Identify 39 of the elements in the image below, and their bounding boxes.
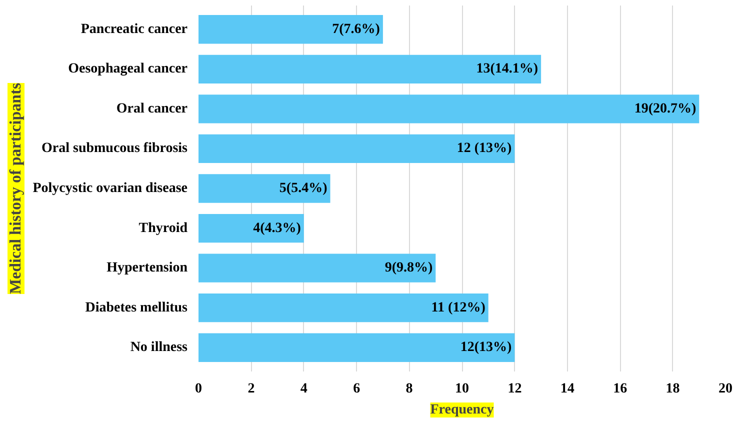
data-label: 12 (13%) xyxy=(456,141,512,156)
y-tick-label: Hypertension xyxy=(106,260,188,276)
x-tick-label: 16 xyxy=(613,382,628,396)
x-tick-label: 12 xyxy=(508,382,522,396)
bar xyxy=(198,15,383,44)
bar xyxy=(198,254,436,282)
y-tick-label: Polycystic ovarian disease xyxy=(32,181,188,196)
data-label: 9(9.8%) xyxy=(384,260,433,276)
y-tick-label: Diabetes mellitus xyxy=(85,300,188,316)
x-tick-label: 2 xyxy=(248,382,255,396)
x-tick-label: 18 xyxy=(666,382,680,396)
y-tick-label: Thyroid xyxy=(138,220,188,236)
y-tick-label: Pancreatic cancer xyxy=(80,22,188,37)
data-label: 11 (12%) xyxy=(431,300,486,316)
x-tick-label: 10 xyxy=(455,382,469,396)
bar xyxy=(198,134,515,164)
y-tick-label: Oral submucous fibrosis xyxy=(42,141,188,156)
y-axis-title: Medical history of participants xyxy=(8,82,24,294)
data-label: 12(13%) xyxy=(460,340,512,356)
x-tick-label: 4 xyxy=(300,382,308,396)
bar xyxy=(198,294,488,322)
data-label: 4(4.3%) xyxy=(253,220,302,236)
bar xyxy=(198,214,304,243)
x-tick-label: 20 xyxy=(718,382,732,396)
x-tick-label: 8 xyxy=(406,382,413,396)
bar xyxy=(198,333,515,362)
data-label: 5(5.4%) xyxy=(279,181,328,196)
x-tick-label: 0 xyxy=(195,382,202,396)
bar xyxy=(198,174,330,203)
data-label: 7(7.6%) xyxy=(332,22,380,37)
y-tick-label: No illness xyxy=(130,340,188,356)
bar xyxy=(198,94,700,124)
data-label: 13(14.1%) xyxy=(476,62,538,77)
x-tick-label: 14 xyxy=(560,382,574,396)
y-tick-label: Oral cancer xyxy=(116,101,188,116)
bar xyxy=(198,54,542,84)
y-tick-label: Oesophageal cancer xyxy=(68,62,188,77)
x-tick-label: 6 xyxy=(353,382,360,396)
data-label: 19(20.7%) xyxy=(634,101,696,116)
